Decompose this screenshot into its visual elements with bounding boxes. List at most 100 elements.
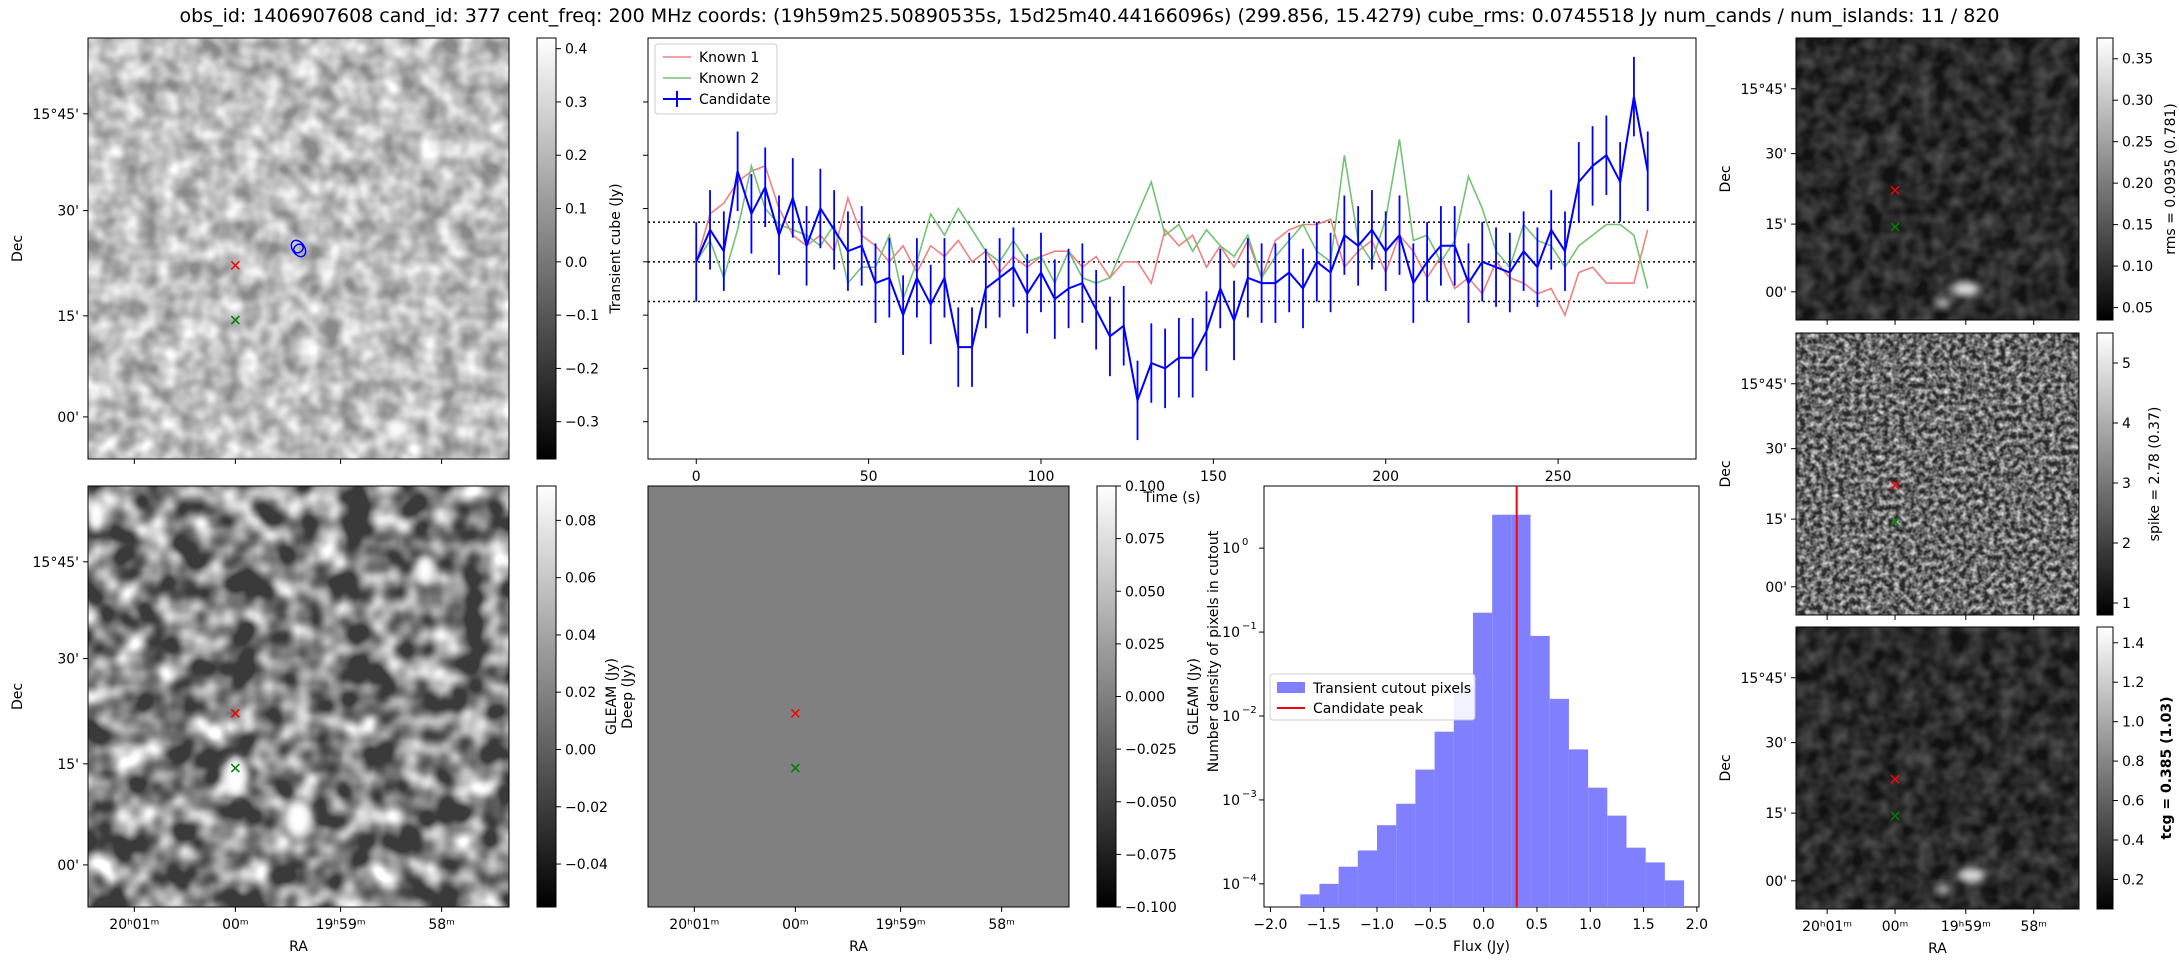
y-tick-label: 00' [1765,285,1787,301]
transient-cube-image [88,38,509,459]
green-x-marker [790,763,800,773]
colorbar-tick-label: 0.15 [2122,218,2153,234]
histogram-bar [1434,731,1454,907]
x-tick-label: 100 [1028,469,1055,485]
histogram-bar [1588,787,1608,907]
green-x-marker [1890,811,1900,821]
transient-cube-bright-source [373,436,384,449]
y-axis-label: Dec [1718,460,1734,487]
colorbar-tick-label: 0.00 [565,742,596,758]
x-tick-label: 19ʰ59ᵐ [316,917,366,933]
legend-label: Known 1 [699,50,759,66]
green-x-marker [230,763,240,773]
colorbar-tick-label: 3 [2122,476,2131,492]
y-tick-label: 10 [1222,541,1240,557]
figure-title: obs_id: 1406907608 cand_id: 377 cent_fre… [179,5,2000,27]
colorbar-tick-label: 0.100 [1125,479,1165,495]
colorbar-tick-label: 0.8 [2122,754,2144,770]
x-tick-label: 50 [860,469,878,485]
x-tick-label: 20ʰ01ᵐ [1802,919,1852,935]
colorbar-tick-label: 1 [2122,596,2131,612]
y-tick-label: 15' [1765,217,1787,233]
x-tick-label: −0.5 [1413,917,1447,933]
colorbar-tick-label: 0.25 [2122,135,2153,151]
colorbar-tick-label: 0.075 [1125,532,1165,548]
red-x-marker [790,708,800,718]
red-x-marker [1890,774,1900,784]
y-tick-exponent: 0 [1242,537,1248,548]
x-tick-label: 0 [692,469,701,485]
series-line-known-1 [695,164,1649,318]
x-tick-label: 150 [1200,469,1227,485]
transient-cube-texture [88,38,509,459]
tcg-bright-source [1957,868,1986,883]
deep-colorbar [536,485,557,908]
y-tick-label: 15' [57,309,79,325]
y-tick-label: 15' [1765,512,1787,528]
rms-colorbar-label: rms = 0.0935 (0.781) [2163,103,2179,255]
x-tick-label: 250 [1545,469,1572,485]
y-tick-label: 00' [57,410,79,426]
x-tick-label: 58ᵐ [2020,919,2047,935]
histogram-bar [1357,850,1378,907]
x-tick-label: −2.0 [1253,917,1287,933]
x-tick-label: 0.0 [1472,917,1494,933]
x-tick-label: 20ʰ01ᵐ [109,917,159,933]
red-x-marker [230,260,240,270]
spike-colorbar-label: spike = 2.78 (0.37) [2147,407,2163,542]
spike-colorbar [2096,332,2114,616]
histogram-bar [1626,847,1646,907]
red-x-marker [230,708,240,718]
colorbar-tick-label: −0.050 [1125,795,1177,811]
y-axis-label: Dec [10,235,26,262]
colorbar-tick-label: −0.2 [565,361,599,377]
colorbar-tick-label: 1.4 [2122,636,2144,652]
y-tick-exponent: −2 [1242,705,1257,716]
red-x-marker [1890,185,1900,195]
y-tick-label: 15°45' [33,555,79,571]
legend-label: Transient cutout pixels [1312,681,1471,697]
colorbar-tick-label: −0.02 [565,800,608,816]
colorbar-tick-label: −0.04 [565,857,608,873]
gleam-colorbar [1096,485,1117,908]
red-x-marker [1890,480,1900,490]
gleam-image [648,486,1069,907]
deep-bright-source [284,800,313,837]
series-line-candidate [695,96,1649,405]
deep-bright-source [88,499,107,532]
colorbar-tick-label: 4 [2122,416,2131,432]
histogram-bar [1300,894,1320,907]
y-tick-label: 15°45' [1741,82,1787,98]
green-x-marker [1890,517,1900,527]
y-tick-label: 30' [57,204,79,220]
rms-image [1796,38,2079,320]
tcg-bright-source [1935,884,1952,895]
transient-cube-colorbar-label: Transient cube (Jy) [608,183,624,314]
transient-cube-frame [87,37,510,460]
colorbar-tick-label: −0.3 [565,415,599,431]
tcg-image [1796,627,2079,909]
tcg-colorbar [2096,626,2114,910]
y-tick-exponent: −1 [1242,621,1257,632]
spike-frame [1795,332,2080,616]
colorbar-tick-label: −0.075 [1125,847,1177,863]
colorbar-tick-label: 0.10 [2122,259,2153,275]
x-tick-label: 1.0 [1579,917,1601,933]
colorbar-tick-label: 0.025 [1125,637,1165,653]
histogram-bar [1549,698,1569,907]
legend-label: Known 2 [699,71,759,87]
spike-image [1796,333,2079,615]
histogram-bar [1338,866,1358,907]
x-tick-label: 00ᵐ [1882,919,1909,935]
colorbar-tick-label: 0.2 [565,148,587,164]
y-axis-label: Dec [1718,754,1734,781]
y-axis-label: Number density of pixels in cutout [1206,530,1222,772]
colorbar-tick-label: 0.6 [2122,794,2144,810]
x-tick-label: 58ᵐ [988,917,1015,933]
histogram-bar [1530,635,1550,907]
deep-bright-source [414,556,435,585]
histogram-bar [1377,825,1397,907]
legend-label: Candidate peak [1313,701,1424,717]
histogram-bar [1453,685,1473,907]
rms-colorbar [2096,37,2114,321]
